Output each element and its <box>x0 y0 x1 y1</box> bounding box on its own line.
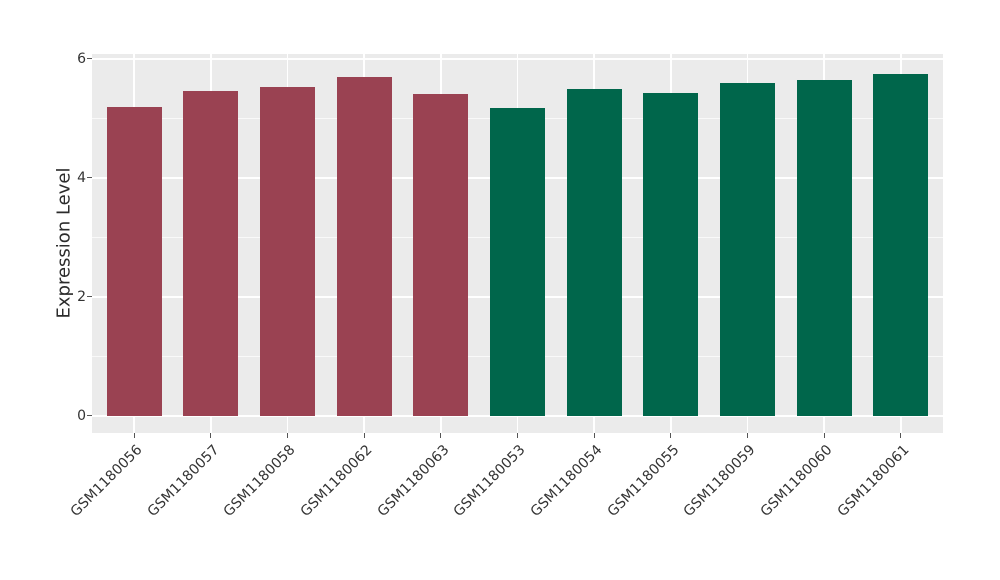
x-tick-label: GSM1180060 <box>757 442 836 520</box>
x-tick-mark <box>210 433 212 438</box>
y-tick-mark <box>87 177 92 179</box>
y-tick-mark <box>87 415 92 417</box>
bar <box>489 107 546 416</box>
y-tick-label: 0 <box>77 407 86 424</box>
bar <box>796 79 852 416</box>
x-tick-label: GSM1180058 <box>220 442 299 520</box>
bar <box>566 88 622 416</box>
y-tick-label: 6 <box>77 50 86 67</box>
x-tick-label: GSM1180063 <box>374 442 453 520</box>
x-tick-label: GSM1180054 <box>527 442 606 520</box>
x-tick-label: GSM1180061 <box>834 442 913 520</box>
bar <box>259 86 316 416</box>
y-tick-mark <box>87 58 92 60</box>
bar <box>719 82 776 416</box>
x-tick-label: GSM1180057 <box>144 442 223 520</box>
bar <box>106 106 162 416</box>
x-tick-mark <box>823 433 825 438</box>
x-tick-label: GSM1180062 <box>297 442 376 520</box>
bar <box>336 76 392 416</box>
bar <box>643 92 699 416</box>
x-tick-mark <box>363 433 365 438</box>
bar <box>183 91 239 416</box>
x-tick-label: GSM1180059 <box>680 442 759 520</box>
plot-area <box>92 54 943 433</box>
bar <box>413 93 469 416</box>
x-tick-mark <box>517 433 518 438</box>
x-tick-mark <box>287 433 288 438</box>
y-tick-mark <box>87 296 92 298</box>
x-tick-label: GSM1180055 <box>604 442 683 520</box>
x-tick-mark <box>593 433 595 438</box>
x-tick-label: GSM1180056 <box>67 442 146 520</box>
x-tick-label: GSM1180053 <box>450 442 529 520</box>
bar <box>873 73 929 416</box>
x-tick-mark <box>900 433 902 438</box>
y-tick-label: 4 <box>77 169 86 186</box>
x-tick-mark <box>670 433 672 438</box>
x-tick-mark <box>133 433 135 438</box>
y-tick-label: 2 <box>77 288 86 305</box>
x-tick-mark <box>747 433 748 438</box>
x-tick-mark <box>440 433 442 438</box>
